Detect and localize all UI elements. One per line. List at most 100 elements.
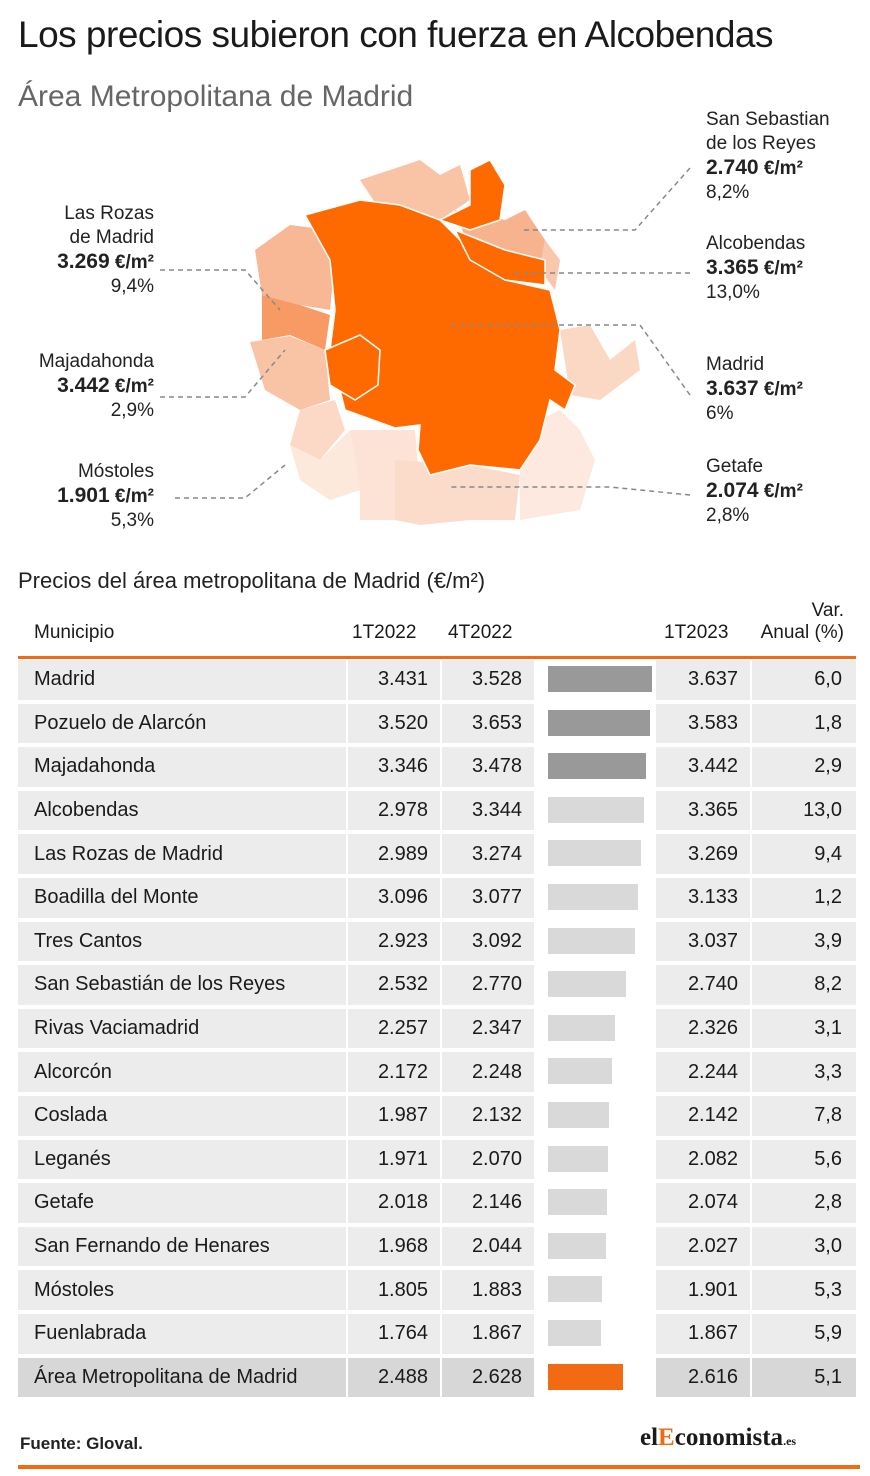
table-row: Rivas Vaciamadrid 2.257 2.347 2.326 3,1 — [18, 1008, 856, 1049]
cell-bar — [536, 1183, 654, 1223]
map-region-majadahonda — [324, 334, 381, 401]
logo-suffix: .es — [783, 1434, 797, 1448]
cell-1t2022: 1.805 — [348, 1270, 440, 1310]
header-municipio: Municipio — [34, 622, 115, 643]
cell-bar — [536, 1270, 654, 1310]
table-row: Leganés 1.971 2.070 2.082 5,6 — [18, 1139, 856, 1180]
page-title: Los precios subieron con fuerza en Alcob… — [18, 14, 774, 55]
bottom-rule — [18, 1465, 860, 1469]
callout-price: 3.269 — [57, 250, 110, 273]
cell-1t2023: 2.244 — [656, 1052, 750, 1092]
map-region-getafe — [395, 460, 520, 525]
cell-4t2022: 2.070 — [442, 1139, 534, 1180]
cell-1t2023: 2.074 — [656, 1183, 750, 1223]
map-region-south-west — [290, 400, 345, 460]
map-region-majadahonda-west — [250, 336, 330, 410]
cell-var: 7,8 — [752, 1095, 856, 1136]
cell-4t2022: 1.883 — [442, 1270, 534, 1310]
callout-change: 8,2% — [706, 182, 750, 203]
header-var-line2: Anual (%) — [760, 622, 844, 643]
value-bar — [548, 666, 652, 692]
callout-san-sebastian: San Sebastian de los Reyes 2.740 €/m² 8,… — [706, 108, 866, 205]
cell-municipio: Majadahonda — [18, 747, 346, 787]
value-bar — [548, 883, 638, 910]
callout-unit: €/m² — [758, 258, 803, 279]
cell-1t2023: 2.082 — [656, 1139, 750, 1180]
cell-municipio: San Sebastián de los Reyes — [18, 965, 346, 1005]
map-region-alcobendas-2 — [453, 228, 546, 286]
leader-madrid — [450, 324, 691, 396]
value-bar — [548, 1058, 612, 1085]
cell-var: 5,1 — [752, 1357, 856, 1398]
cell-bar — [536, 703, 654, 744]
cell-4t2022: 3.478 — [442, 747, 534, 787]
cell-var: 13,0 — [752, 790, 856, 831]
metropolitan-map — [160, 159, 691, 525]
callout-change: 5,3% — [110, 510, 154, 531]
callout-alcobendas: Alcobendas 3.365 €/m² 13,0% — [706, 232, 866, 305]
cell-municipio: Tres Cantos — [18, 921, 346, 962]
table-row: San Fernando de Henares 1.968 2.044 2.027 3,… — [18, 1226, 856, 1267]
header-var: Var. Anual (%) — [761, 600, 844, 644]
cell-1t2023: 3.637 — [656, 660, 750, 700]
page-subtitle: Área Metropolitana de Madrid — [18, 80, 414, 113]
value-bar — [548, 927, 635, 954]
value-bar — [548, 753, 646, 780]
callout-name: Majadahonda — [38, 351, 154, 372]
callout-price: 3.637 — [706, 377, 759, 400]
cell-municipio: Móstoles — [18, 1270, 346, 1310]
cell-1t2022: 2.257 — [348, 1008, 440, 1049]
cell-4t2022: 2.132 — [442, 1095, 534, 1136]
callout-name: Alcobendas — [706, 233, 806, 254]
cell-var: 3,0 — [752, 1226, 856, 1267]
cell-1t2022: 2.532 — [348, 965, 440, 1005]
cell-var: 2,9 — [752, 747, 856, 787]
header-1t2023: 1T2023 — [664, 622, 729, 643]
map-region-mostoles — [290, 430, 360, 500]
callout-las-rozas: Las Rozas de Madrid 3.269 €/m² 9,4% — [20, 202, 154, 299]
callout-change: 9,4% — [110, 276, 154, 297]
cell-municipio: Rivas Vaciamadrid — [18, 1008, 346, 1049]
cell-4t2022: 2.628 — [442, 1357, 534, 1398]
table-header: Municipio 1T2022 4T2022 1T2023 Var. Anua… — [18, 600, 856, 659]
cell-1t2022: 2.018 — [348, 1183, 440, 1223]
cell-bar — [536, 1313, 654, 1354]
map-area: Las Rozas de Madrid 3.269 €/m² 9,4% Maja… — [0, 108, 870, 555]
callout-unit: €/m² — [758, 158, 803, 179]
table-row: Pozuelo de Alarcón 3.520 3.653 3.583 1,8 — [18, 703, 856, 744]
callout-unit: €/m² — [109, 376, 154, 397]
leader-las-rozas — [160, 269, 281, 311]
cell-1t2022: 1.987 — [348, 1095, 440, 1136]
cell-var: 5,6 — [752, 1139, 856, 1180]
header-4t2022: 4T2022 — [448, 622, 513, 643]
callout-price: 3.442 — [57, 374, 110, 397]
cell-bar — [536, 1052, 654, 1092]
value-bar — [548, 1101, 609, 1128]
callout-majadahonda: Majadahonda 3.442 €/m² 2,9% — [10, 350, 154, 423]
cell-1t2023: 2.142 — [656, 1095, 750, 1136]
cell-1t2022: 3.096 — [348, 877, 440, 918]
cell-1t2022: 1.968 — [348, 1226, 440, 1267]
callout-madrid: Madrid 3.637 €/m² 6% — [706, 353, 866, 426]
table-row: Tres Cantos 2.923 3.092 3.037 3,9 — [18, 921, 856, 962]
cell-bar — [536, 1357, 654, 1398]
callout-name: Madrid — [706, 354, 765, 375]
cell-1t2022: 2.172 — [348, 1052, 440, 1092]
logo-part: el — [640, 1424, 659, 1451]
cell-1t2023: 3.583 — [656, 703, 750, 744]
table-row: Madrid 3.431 3.528 3.637 6,0 — [18, 660, 856, 700]
cell-4t2022: 2.248 — [442, 1052, 534, 1092]
cell-1t2022: 3.346 — [348, 747, 440, 787]
cell-var: 2,8 — [752, 1183, 856, 1223]
callout-name: San Sebastian — [706, 109, 830, 130]
cell-1t2023: 3.133 — [656, 877, 750, 918]
table-row: Majadahonda 3.346 3.478 3.442 2,9 — [18, 747, 856, 787]
table-row: Fuenlabrada 1.764 1.867 1.867 5,9 — [18, 1313, 856, 1354]
cell-1t2022: 2.989 — [348, 834, 440, 874]
cell-bar — [536, 1008, 654, 1049]
map-region-alcobendas — [438, 159, 506, 231]
cell-1t2023: 3.365 — [656, 790, 750, 831]
cell-1t2022: 1.971 — [348, 1139, 440, 1180]
logo-part-2: conomista — [674, 1424, 784, 1451]
cell-4t2022: 3.092 — [442, 921, 534, 962]
